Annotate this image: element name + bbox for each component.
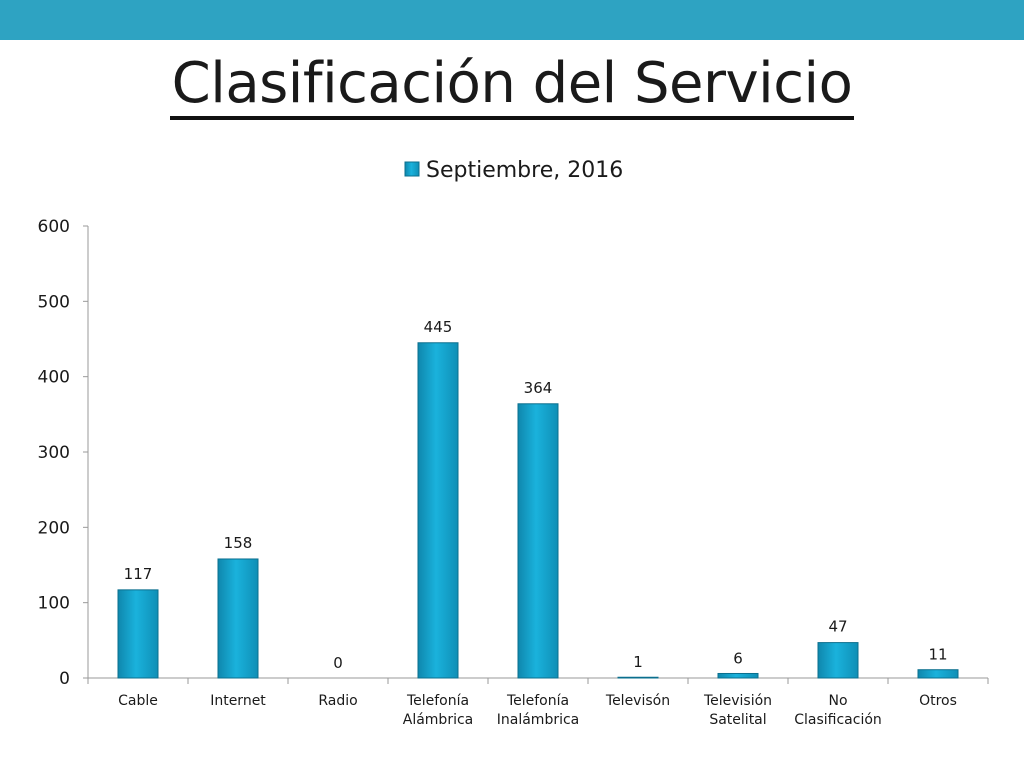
x-tick-label: Telefonía — [506, 693, 569, 709]
legend-swatch — [404, 161, 420, 177]
y-tick-label: 600 — [38, 217, 70, 237]
x-tick-label: Cable — [118, 693, 158, 709]
x-tick-label: Internet — [210, 693, 266, 709]
data-label: 6 — [733, 649, 743, 667]
bar — [117, 589, 159, 679]
chart-bars — [117, 342, 959, 679]
data-label: 158 — [224, 534, 253, 552]
x-tick-label: Satelital — [709, 712, 766, 728]
bar — [517, 403, 559, 679]
data-label: 0 — [333, 654, 343, 672]
y-tick-label: 0 — [59, 669, 70, 689]
y-tick-label: 300 — [38, 443, 70, 463]
bar — [217, 558, 259, 679]
chart-legend: Septiembre, 2016 — [404, 158, 623, 183]
bar-chart: Septiembre, 2016 0 100 200 300 400 500 600 117… — [38, 158, 989, 728]
x-tick-label: Televisión — [703, 693, 772, 709]
top-accent-bar — [0, 0, 1024, 40]
y-tick-label: 100 — [38, 594, 70, 614]
x-tick-label: Alámbrica — [403, 712, 474, 728]
data-label: 47 — [828, 618, 847, 636]
slide-title-container: Clasificación del Servicio — [0, 52, 1024, 120]
chart-x-tick-labels: Cable Internet Radio Telefonía Alámbrica Tele… — [118, 693, 957, 728]
x-tick-label: Televisón — [605, 693, 670, 709]
legend-label: Septiembre, 2016 — [426, 158, 623, 183]
slide-title: Clasificación del Servicio — [169, 52, 855, 120]
bar — [717, 672, 759, 679]
chart-axes: 0 100 200 300 400 500 600 — [38, 217, 989, 689]
x-tick-label: Inalámbrica — [497, 712, 580, 728]
bar — [817, 642, 859, 679]
x-tick-label: Radio — [318, 693, 357, 709]
x-tick-label: Telefonía — [406, 693, 469, 709]
bar — [617, 676, 659, 679]
data-label: 11 — [928, 646, 947, 664]
bar — [917, 669, 959, 679]
x-tick-label: Otros — [919, 693, 957, 709]
x-tick-label: Clasificación — [794, 712, 882, 728]
y-tick-label: 200 — [38, 518, 70, 538]
data-label: 117 — [124, 565, 153, 583]
data-label: 364 — [524, 379, 553, 397]
chart-data-labels: 117 158 0 445 364 1 6 47 11 — [124, 318, 948, 672]
y-tick-label: 500 — [38, 292, 70, 312]
x-tick-label: No — [828, 693, 847, 709]
bar — [417, 342, 459, 679]
y-tick-label: 400 — [38, 368, 70, 388]
data-label: 445 — [424, 318, 453, 336]
data-label: 1 — [633, 653, 643, 671]
